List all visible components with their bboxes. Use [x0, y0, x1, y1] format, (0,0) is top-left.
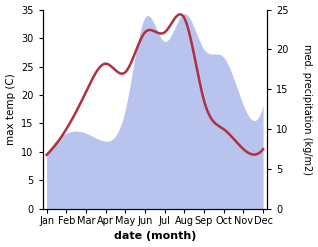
- Y-axis label: med. precipitation (kg/m2): med. precipitation (kg/m2): [302, 44, 313, 175]
- X-axis label: date (month): date (month): [114, 231, 196, 242]
- Y-axis label: max temp (C): max temp (C): [5, 73, 16, 145]
